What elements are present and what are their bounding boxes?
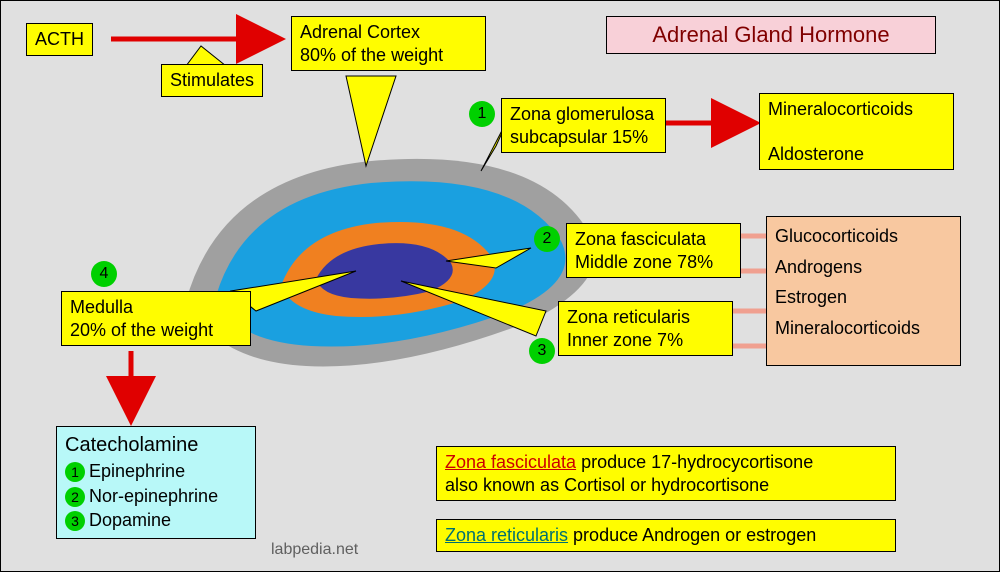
note1-rest2: also known as Cortisol or hydrocortisone (445, 475, 769, 495)
zone2-line1: Zona fasciculata (575, 228, 732, 251)
cat2-label: Nor-epinephrine (89, 486, 218, 506)
diagram-canvas: Adrenal Gland Hormone ACTH Stimulates Ad… (0, 0, 1000, 572)
peach-androgens: Androgens (775, 252, 952, 283)
note1-underline: Zona fasciculata (445, 452, 576, 472)
zone1-line2: subcapsular 15% (510, 126, 657, 149)
watermark: labpedia.net (271, 541, 358, 559)
note2-rest: produce Androgen or estrogen (568, 525, 816, 545)
note-reticularis: Zona reticularis produce Androgen or est… (436, 519, 896, 552)
acth-box: ACTH (26, 23, 93, 56)
zone3-box: Zona reticularis Inner zone 7% (558, 301, 733, 356)
cortex-line1: Adrenal Cortex (300, 21, 477, 44)
note1-rest1: produce 17-hydrocycortisone (576, 452, 813, 472)
cat2-number: 2 (65, 487, 85, 507)
zone3-number: 3 (529, 338, 555, 364)
zone2-number: 2 (534, 226, 560, 252)
medulla-box: Medulla 20% of the weight (61, 291, 251, 346)
stimulates-label: Stimulates (161, 64, 263, 97)
zone1-number: 1 (469, 101, 495, 127)
note2-underline: Zona reticularis (445, 525, 568, 545)
mineralo-line2: Aldosterone (768, 143, 945, 166)
mineralocorticoids-box: Mineralocorticoids Aldosterone (759, 93, 954, 170)
cat1-number: 1 (65, 462, 85, 482)
zone4-number: 4 (91, 261, 117, 287)
zone1-box: Zona glomerulosa subcapsular 15% (501, 98, 666, 153)
peach-estrogen: Estrogen (775, 282, 952, 313)
catecholamine-title: Catecholamine (65, 433, 247, 458)
cat3-number: 3 (65, 511, 85, 531)
cortex-line2: 80% of the weight (300, 44, 477, 67)
zone2-line2: Middle zone 78% (575, 251, 732, 274)
zone1-line1: Zona glomerulosa (510, 103, 657, 126)
medulla-line1: Medulla (70, 296, 242, 319)
cat3-label: Dopamine (89, 510, 171, 530)
zone2-box: Zona fasciculata Middle zone 78% (566, 223, 741, 278)
catecholamine-box: Catecholamine 1Epinephrine 2Nor-epinephr… (56, 426, 256, 539)
medulla-line2: 20% of the weight (70, 319, 242, 342)
zone3-line2: Inner zone 7% (567, 329, 724, 352)
diagram-title: Adrenal Gland Hormone (606, 16, 936, 54)
cat1-label: Epinephrine (89, 461, 185, 481)
zone3-line1: Zona reticularis (567, 306, 724, 329)
fasciculata-reticularis-products: Glucocorticoids Androgens Estrogen Miner… (766, 216, 961, 366)
adrenal-cortex-box: Adrenal Cortex 80% of the weight (291, 16, 486, 71)
peach-glucocorticoids: Glucocorticoids (775, 221, 952, 252)
mineralo-line1: Mineralocorticoids (768, 98, 945, 121)
peach-mineralocorticoids: Mineralocorticoids (775, 313, 952, 344)
note-fasciculata: Zona fasciculata produce 17-hydrocycorti… (436, 446, 896, 501)
